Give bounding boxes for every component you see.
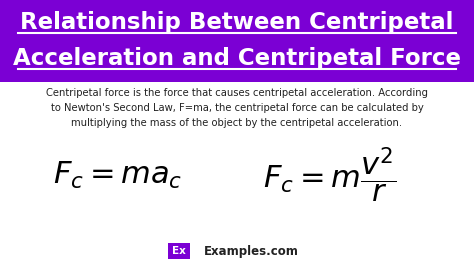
Text: Centripetal force is the force that causes centripetal acceleration. According
t: Centripetal force is the force that caus… xyxy=(46,88,428,128)
Text: Examples.com: Examples.com xyxy=(204,244,299,257)
Text: Acceleration and Centripetal Force: Acceleration and Centripetal Force xyxy=(13,47,461,69)
FancyBboxPatch shape xyxy=(168,243,190,259)
Text: Relationship Between Centripetal: Relationship Between Centripetal xyxy=(20,10,454,34)
Text: $F_c = ma_c$: $F_c = ma_c$ xyxy=(53,159,182,190)
Text: Ex: Ex xyxy=(172,246,186,256)
Text: $F_c = m\dfrac{v^2}{r}$: $F_c = m\dfrac{v^2}{r}$ xyxy=(264,146,397,205)
FancyBboxPatch shape xyxy=(0,0,474,82)
